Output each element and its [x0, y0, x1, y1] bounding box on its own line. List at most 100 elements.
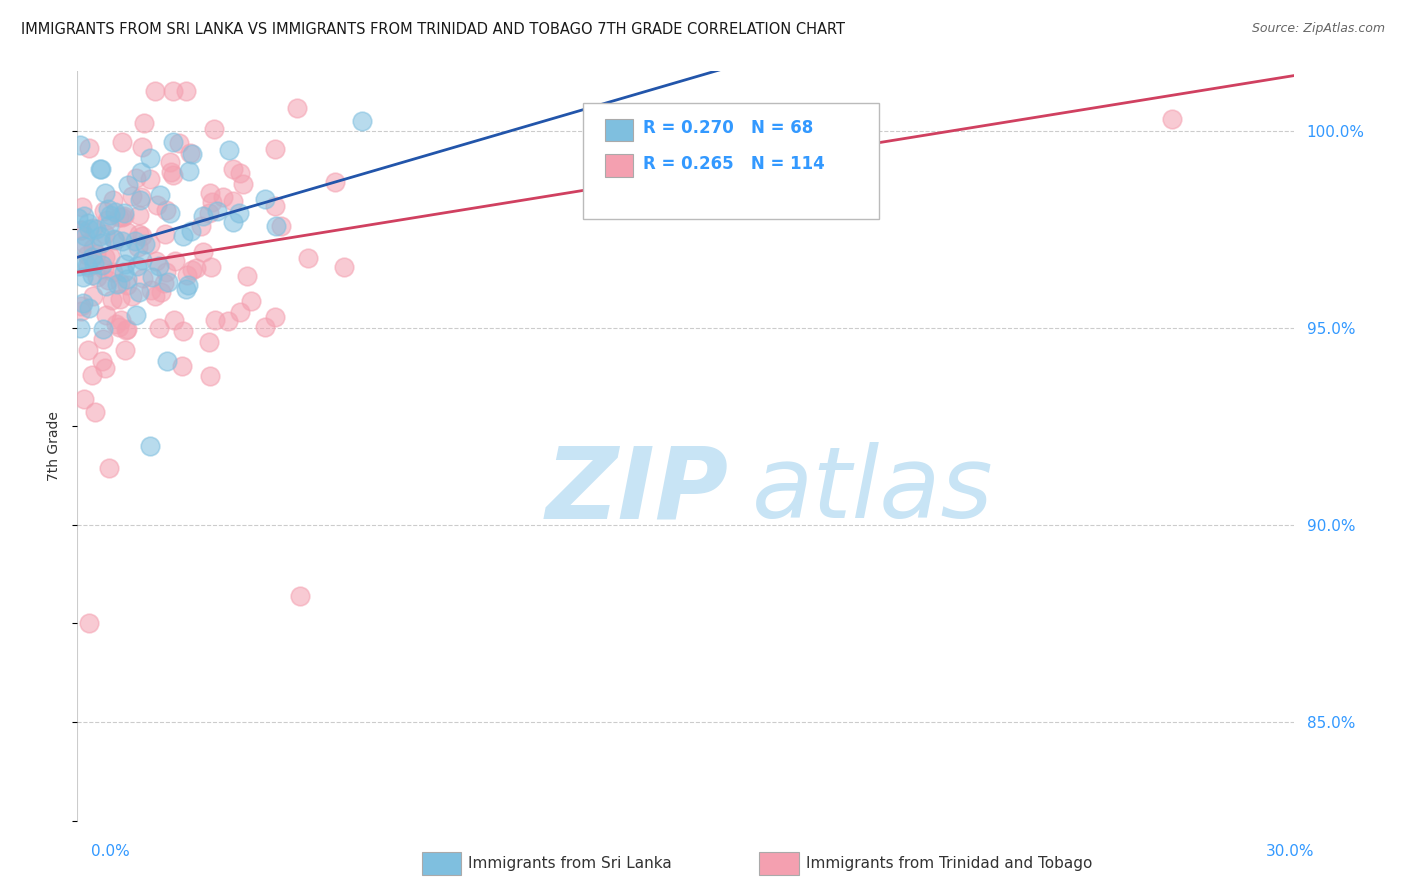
Point: [115, 278, 138, 293]
Point: [84, 246, 107, 260]
Point: [72, 392, 94, 407]
Point: [69, 222, 91, 236]
Point: [139, 439, 162, 453]
Point: [156, 353, 179, 368]
Point: [174, 282, 197, 296]
Point: [69, 223, 91, 237]
Text: atlas: atlas: [752, 442, 994, 540]
Point: [179, 145, 201, 160]
Point: [72, 296, 94, 310]
Point: [323, 175, 346, 189]
Point: [197, 335, 219, 350]
Point: [69, 321, 91, 335]
Point: [69, 138, 91, 153]
Point: [198, 206, 221, 220]
Point: [91, 322, 114, 336]
Point: [285, 101, 308, 115]
Point: [86, 269, 108, 284]
Point: [115, 225, 138, 239]
Point: [235, 269, 257, 284]
Point: [184, 260, 207, 275]
Point: [131, 252, 153, 267]
Point: [82, 241, 104, 255]
Point: [128, 227, 150, 241]
Point: [201, 194, 224, 209]
Point: [94, 308, 117, 322]
Point: [108, 276, 131, 290]
Point: [124, 235, 146, 249]
Point: [157, 275, 180, 289]
Text: 0.0%: 0.0%: [91, 845, 131, 859]
Point: [98, 460, 121, 475]
Point: [218, 143, 240, 157]
Point: [77, 260, 100, 275]
Point: [160, 165, 183, 179]
Point: [134, 116, 156, 130]
Point: [114, 257, 136, 271]
Point: [110, 312, 132, 326]
Point: [139, 283, 162, 297]
Point: [152, 276, 174, 290]
Point: [163, 313, 186, 327]
Point: [228, 206, 250, 220]
Point: [129, 165, 152, 179]
Point: [91, 258, 114, 272]
Point: [115, 322, 138, 336]
Point: [145, 253, 167, 268]
Point: [93, 203, 115, 218]
Point: [200, 186, 222, 201]
Point: [159, 155, 181, 169]
Point: [180, 224, 202, 238]
Point: [77, 301, 100, 315]
Point: [149, 285, 172, 299]
Point: [75, 237, 97, 252]
Point: [202, 122, 225, 136]
Point: [125, 259, 148, 273]
Point: [253, 192, 276, 206]
Point: [94, 227, 117, 241]
Point: [94, 360, 117, 375]
Point: [82, 221, 104, 235]
Point: [139, 151, 162, 165]
Point: [84, 221, 107, 235]
Point: [221, 215, 243, 229]
Point: [155, 265, 177, 279]
Point: [177, 163, 200, 178]
Point: [83, 257, 105, 271]
Point: [69, 304, 91, 318]
Point: [97, 273, 120, 287]
Point: [146, 197, 169, 211]
Point: [134, 236, 156, 251]
Point: [79, 221, 101, 235]
Point: [108, 292, 131, 306]
Point: [111, 210, 134, 224]
Point: [98, 208, 121, 222]
Point: [167, 136, 190, 150]
Point: [96, 213, 118, 227]
Point: [100, 249, 122, 263]
Point: [104, 204, 127, 219]
Point: [172, 359, 194, 374]
Text: R = 0.265   N = 114: R = 0.265 N = 114: [643, 155, 824, 173]
Point: [128, 208, 150, 222]
Point: [93, 250, 115, 264]
Point: [90, 236, 112, 251]
Point: [162, 168, 184, 182]
Point: [90, 162, 112, 177]
Point: [121, 189, 143, 203]
Point: [143, 289, 166, 303]
Point: [75, 228, 97, 243]
Point: [139, 172, 162, 186]
Point: [204, 313, 226, 327]
Point: [80, 250, 103, 264]
Point: [112, 265, 135, 279]
Point: [103, 193, 125, 207]
Point: [190, 219, 212, 233]
Point: [94, 279, 117, 293]
Point: [125, 309, 148, 323]
Text: Immigrants from Sri Lanka: Immigrants from Sri Lanka: [468, 856, 672, 871]
Point: [198, 369, 221, 384]
Point: [177, 278, 200, 293]
Point: [333, 260, 356, 274]
Point: [121, 289, 143, 303]
